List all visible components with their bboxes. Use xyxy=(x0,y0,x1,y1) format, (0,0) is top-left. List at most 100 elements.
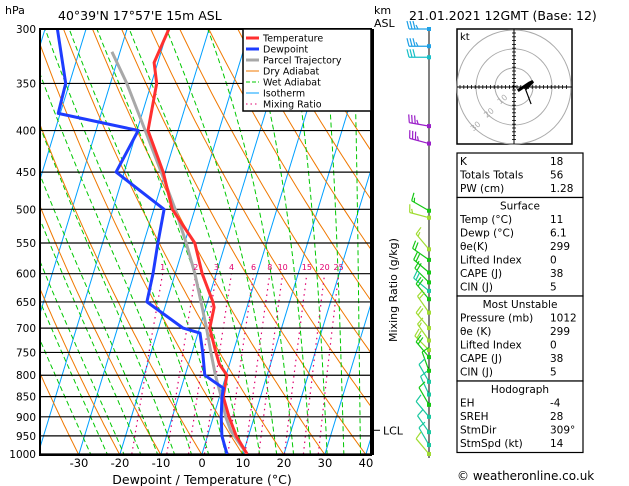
table-row-label: StmDir xyxy=(460,425,497,437)
table-row-value: 28 xyxy=(550,411,563,423)
dry-adiabat-line xyxy=(179,29,371,354)
barb-flag xyxy=(417,308,424,316)
barb-flag xyxy=(412,49,416,58)
wet-adiabat-line xyxy=(128,29,261,455)
wind-barb xyxy=(415,431,431,456)
table-row-value: 299 xyxy=(550,241,570,253)
profiles xyxy=(55,29,249,455)
mixing-ratio-line xyxy=(244,273,271,455)
mixing-ratio-label: 20 xyxy=(320,263,330,272)
wet-adiabat-line xyxy=(249,29,311,455)
dry-adiabat-line xyxy=(266,29,371,201)
table-row-label: SREH xyxy=(460,411,489,423)
table-row-value: 38 xyxy=(550,353,563,365)
table-row-label: K xyxy=(460,156,468,168)
barb-point xyxy=(427,348,431,353)
barb-point xyxy=(427,44,431,49)
barb-point xyxy=(427,270,431,275)
lcl-label: LCL xyxy=(383,424,404,437)
mixing-ratio-label: 10 xyxy=(278,263,288,272)
mixing-ratio-line xyxy=(166,273,197,455)
table-row-value: 309° xyxy=(550,425,575,437)
barb-staff xyxy=(420,376,430,395)
pressure-tick-label: 500 xyxy=(16,204,36,216)
table-row-label: CIN (J) xyxy=(460,367,493,379)
wind-barb xyxy=(417,289,431,315)
surface-table xyxy=(456,196,584,297)
pressure-tick-label: 800 xyxy=(16,370,36,382)
table-row-value: 299 xyxy=(550,326,570,338)
barb-staff xyxy=(418,387,430,406)
wet-adiabat-line xyxy=(40,338,92,455)
wet-adiabat-line xyxy=(40,218,142,455)
isotherm-line xyxy=(78,29,210,455)
x-tick-label: 40 xyxy=(359,456,374,470)
wind-barb xyxy=(415,394,431,419)
table-row-value: 6.1 xyxy=(550,228,567,240)
mixing-ratio-axis-label: Mixing Ratio (g/kg) xyxy=(387,238,400,342)
barb-staff xyxy=(411,200,430,212)
legend-label: Wet Adiabat xyxy=(263,78,321,89)
dry-adiabat-line xyxy=(62,29,285,455)
table-row-value: 38 xyxy=(550,268,563,280)
isotherm-line xyxy=(0,5,12,472)
pressure-tick-label: 900 xyxy=(16,412,36,424)
wet-adiabat-line xyxy=(352,29,361,455)
wind-barbs xyxy=(406,20,431,456)
barb-flag xyxy=(415,276,422,285)
barb-point xyxy=(427,208,431,213)
barb-flag xyxy=(414,242,419,251)
wet-adiabat-line xyxy=(40,173,159,455)
x-tick-label: 0 xyxy=(198,456,205,470)
isotherm-line xyxy=(283,167,371,455)
barb-staff xyxy=(417,295,430,313)
x-tick-label: 30 xyxy=(318,456,333,470)
copyright: © weatheronline.co.uk xyxy=(457,469,594,483)
table-row-label: Dewp (°C) xyxy=(460,228,514,240)
barb-flag xyxy=(417,337,424,345)
barb-flag xyxy=(415,226,422,235)
table-row-label: θe (K) xyxy=(460,326,491,338)
barb-staff xyxy=(415,341,430,358)
barb-point xyxy=(427,430,431,435)
barb-flag xyxy=(421,346,430,353)
barb-flag xyxy=(418,381,426,388)
table-row-value: 0 xyxy=(550,255,557,267)
location-title: 40°39'N 17°57'E 15m ASL xyxy=(58,8,222,23)
asl-label: ASL xyxy=(374,17,396,30)
mixing-ratio-label: 8 xyxy=(267,263,272,272)
barb-flag xyxy=(412,38,416,47)
wind-barb xyxy=(415,226,431,252)
wind-barb xyxy=(409,130,431,146)
barb-point xyxy=(427,55,431,60)
wind-barb xyxy=(414,328,431,353)
table-row-value: 18 xyxy=(550,156,563,168)
wind-barb xyxy=(411,192,431,213)
indices-table xyxy=(456,152,584,199)
dry-adiabat-line xyxy=(91,29,326,455)
pressure-tick-label: 750 xyxy=(16,347,36,359)
wet-adiabat-line xyxy=(165,29,278,455)
table-row-label: Pressure (mb) xyxy=(460,313,533,325)
mixing-ratio-label: 4 xyxy=(229,263,234,272)
table-row-label: StmSpd (kt) xyxy=(460,438,523,450)
hodograph-storm-motion xyxy=(524,88,532,105)
dry-adiabat-line xyxy=(121,29,367,455)
table-title: Hodograph xyxy=(491,384,549,396)
table-title: Surface xyxy=(500,201,540,213)
mixing-ratio-line xyxy=(302,273,326,455)
wind-barb xyxy=(421,346,431,373)
barb-flag xyxy=(416,330,422,339)
barb-point xyxy=(427,26,431,31)
barb-staff xyxy=(417,323,430,341)
barb-point xyxy=(427,379,431,384)
dry-adiabat-line xyxy=(40,372,80,455)
legend-label: Isotherm xyxy=(263,89,305,100)
barb-point xyxy=(427,310,431,315)
barb-point xyxy=(427,247,431,252)
barb-flag xyxy=(406,49,410,58)
barb-flag xyxy=(417,289,424,297)
barb-staff xyxy=(415,312,430,329)
